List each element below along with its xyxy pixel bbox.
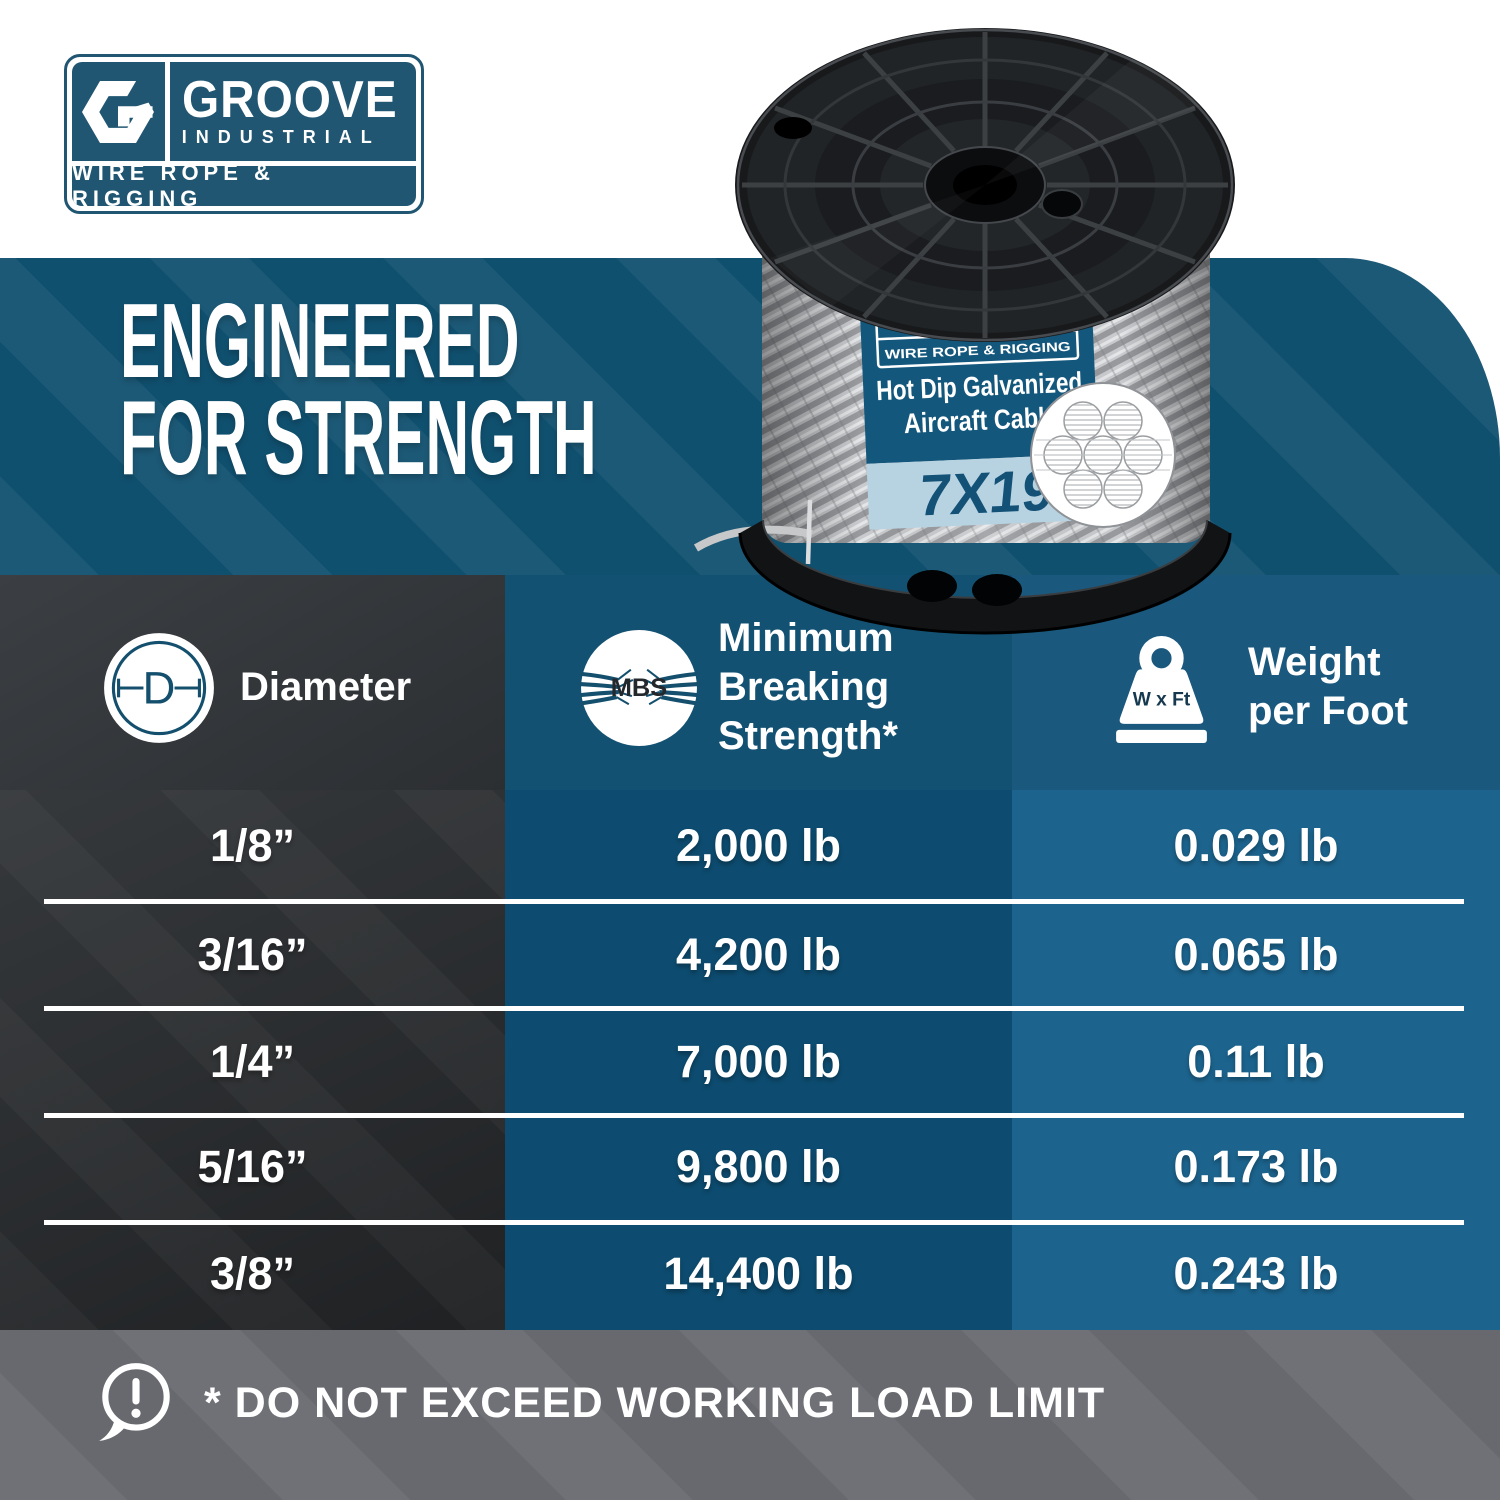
table-row: 1/8” 2,000 lb 0.029 lb <box>0 790 1500 901</box>
mbs-icon-text: MBS <box>611 674 667 702</box>
hero-heading-line2: FOR STRENGTH <box>120 379 597 497</box>
brand-logo-inner: GROOVE INDUSTRIAL WIRE ROPE & RIGGING <box>72 62 416 206</box>
cell-diameter: 3/16” <box>197 928 308 980</box>
row-separator <box>44 1113 1464 1118</box>
table-row: 3/8” 14,400 lb 0.243 lb <box>0 1218 1500 1330</box>
cell-weight: 0.173 lb <box>1173 1140 1339 1192</box>
cell-mbs: 14,400 lb <box>663 1248 854 1299</box>
brand-logo-top: GROOVE INDUSTRIAL <box>72 62 416 166</box>
cell-diameter: 5/16” <box>197 1140 308 1192</box>
header-label-mbs: Minimum Breaking Strength* <box>718 616 898 758</box>
column-bg-diameter <box>0 790 505 1330</box>
diameter-icon-letter: D <box>143 663 176 714</box>
cell-diameter: 1/8” <box>209 819 296 871</box>
cell-weight: 0.11 lb <box>1187 1035 1325 1087</box>
cell-mbs: 2,000 lb <box>675 819 842 871</box>
brand-logo: GROOVE INDUSTRIAL WIRE ROPE & RIGGING <box>64 54 424 214</box>
cable-cross-section-icon <box>1030 382 1176 528</box>
row-separator <box>44 1006 1464 1011</box>
table-header: D Diameter MBS Minimum Breaking Strength… <box>0 575 1500 790</box>
header-label-diameter: Diameter <box>240 665 412 709</box>
diameter-icon: D <box>104 633 214 743</box>
row-separator <box>44 1220 1464 1225</box>
g-hexagon-icon <box>82 76 155 143</box>
cable-spool-photo: GROOVE INDUSTRIAL WIRE ROPE & RIGGING Ho… <box>693 28 1235 635</box>
column-bg-mbs <box>505 790 1012 1330</box>
cell-mbs: 7,000 lb <box>675 1035 842 1087</box>
hero-heading: ENGINEERED FOR STRENGTH <box>120 282 597 497</box>
header-cell-diameter <box>0 575 505 790</box>
hero-heading-line1: ENGINEERED <box>120 282 520 400</box>
brand-namecell: GROOVE INDUSTRIAL <box>170 62 416 161</box>
brand-g-icon <box>72 62 170 161</box>
column-bg-weight <box>1012 790 1500 1330</box>
weight-icon: W x Ft <box>1116 636 1207 743</box>
brand-tagline: WIRE ROPE & RIGGING <box>72 160 275 206</box>
table-row: 3/16” 4,200 lb 0.065 lb <box>0 901 1500 1008</box>
spool-bottom-flange <box>738 519 1232 635</box>
cell-mbs: 4,200 lb <box>675 928 842 980</box>
table-row: 1/4” 7,000 lb 0.11 lb <box>0 1008 1500 1115</box>
brand-subname: INDUSTRIAL <box>181 127 381 147</box>
brand-name: GROOVE <box>181 71 398 129</box>
footer-warning: * DO NOT EXCEED WORKING LOAD LIMIT <box>204 1378 1106 1427</box>
cell-weight: 0.243 lb <box>1173 1248 1339 1299</box>
mbs-icon: MBS <box>578 630 700 746</box>
warning-icon <box>99 1363 170 1441</box>
row-separator <box>44 899 1464 904</box>
cell-weight: 0.065 lb <box>1173 928 1339 980</box>
header-label-weight: Weight per Foot <box>1248 640 1408 733</box>
hero-band <box>0 258 1500 575</box>
spool-top-flange <box>735 28 1235 342</box>
table-row: 5/16” 9,800 lb 0.173 lb <box>0 1115 1500 1218</box>
cell-diameter: 1/4” <box>209 1035 296 1087</box>
footer-band <box>0 1330 1500 1500</box>
cell-mbs: 9,800 lb <box>675 1140 842 1192</box>
label-product-line2: Aircraft Cable <box>903 401 1058 439</box>
cell-weight: 0.029 lb <box>1173 819 1339 871</box>
weight-icon-text: W x Ft <box>1133 690 1191 711</box>
cell-diameter: 3/8” <box>209 1248 296 1299</box>
